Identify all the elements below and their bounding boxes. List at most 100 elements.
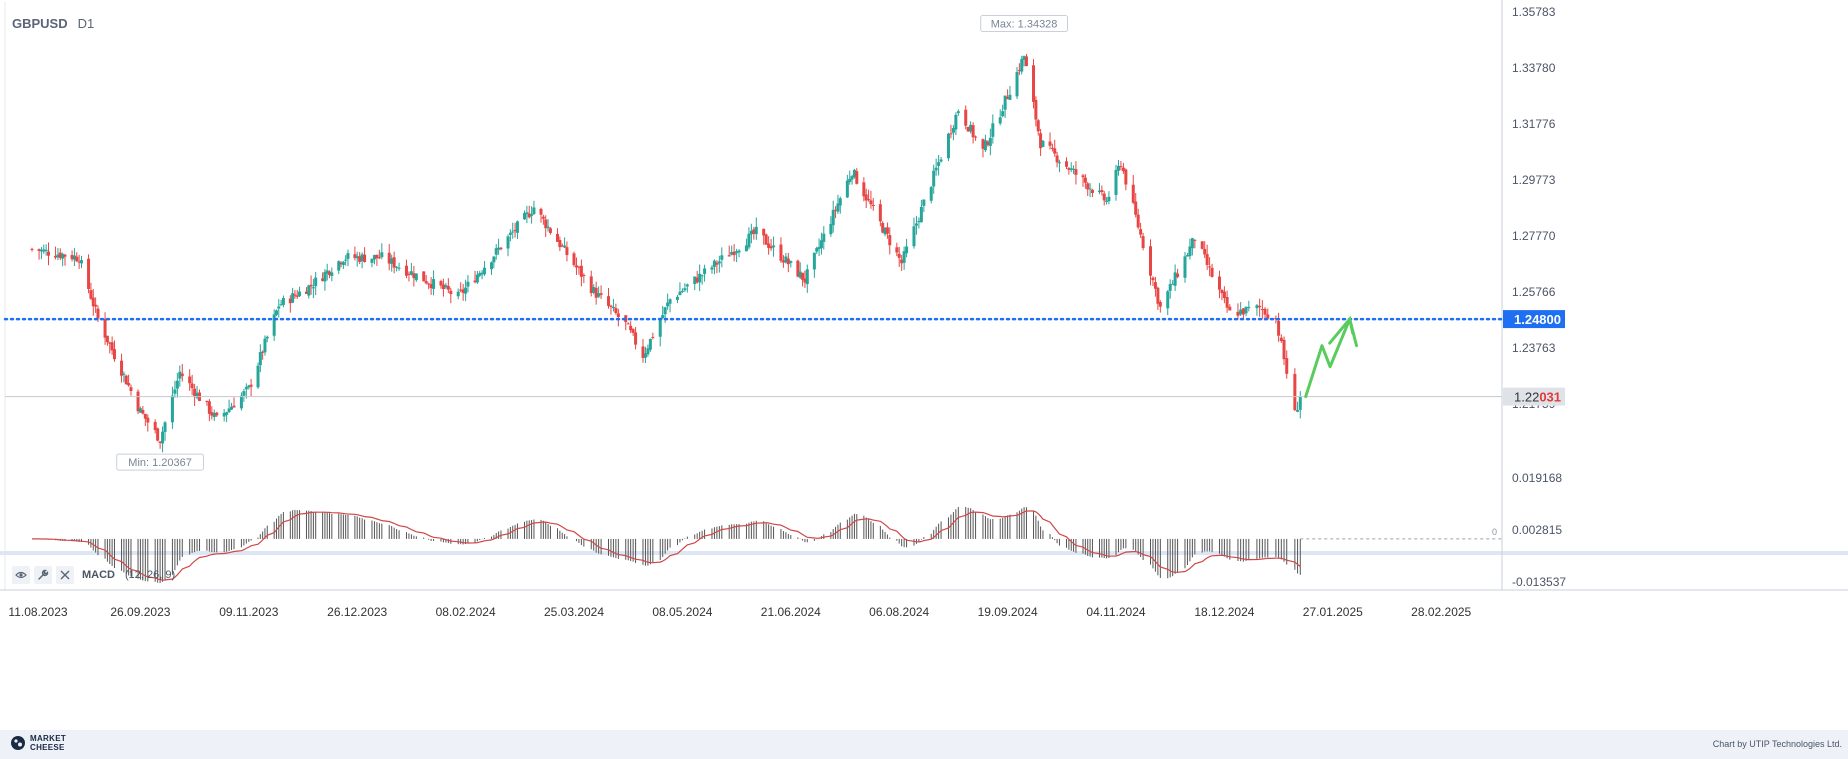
y-tick-label: 1.35783	[1512, 5, 1556, 19]
candle-body	[589, 276, 593, 294]
candle-body	[784, 256, 788, 263]
candle-body	[1015, 71, 1019, 97]
candle-body	[932, 170, 936, 187]
candle-body	[449, 290, 453, 295]
candle-body	[1024, 56, 1028, 67]
macd-header: MACD (12, 26, 9)	[12, 566, 175, 584]
candle-body	[70, 255, 74, 260]
candle-body	[265, 336, 269, 339]
candle-body	[715, 262, 719, 265]
candle-body	[494, 248, 498, 255]
candle-body	[614, 308, 618, 313]
y-tick-label: 1.31776	[1512, 117, 1556, 131]
candle-body	[499, 247, 503, 250]
candle-body	[878, 204, 882, 222]
candle-body	[466, 281, 470, 287]
candle-body	[295, 295, 299, 297]
candle-body	[146, 417, 150, 423]
wrench-icon[interactable]	[34, 566, 52, 584]
candle-body	[444, 285, 448, 288]
candle-body	[480, 272, 484, 275]
candle-body	[983, 140, 987, 151]
x-tick-label: 11.08.2023	[8, 605, 67, 619]
candle-body	[291, 293, 295, 303]
candle-body	[358, 256, 362, 262]
candle-body	[730, 251, 734, 255]
candle-body	[1124, 169, 1128, 185]
candle-body	[805, 269, 809, 285]
candle-body	[173, 389, 177, 394]
candle-body	[1083, 177, 1087, 183]
candle-body	[439, 281, 443, 286]
chart-background	[0, 0, 1848, 730]
candle-body	[341, 261, 345, 265]
candle-body	[46, 251, 50, 256]
candles-group	[30, 53, 1302, 453]
candle-body	[641, 346, 645, 358]
candle-body	[905, 246, 909, 254]
candle-body	[747, 233, 751, 248]
x-tick-label: 09.11.2023	[219, 605, 278, 619]
candle-body	[717, 261, 721, 264]
x-tick-label: 28.02.2025	[1411, 605, 1471, 619]
gbpusd-chart[interactable]: 1.35783 1.33780 1.31776 1.29773 1.27770 1.257…	[0, 0, 1848, 730]
candle-body	[511, 231, 515, 233]
eye-icon[interactable]	[12, 566, 30, 584]
candle-body	[1116, 165, 1120, 171]
candle-body	[1114, 169, 1118, 195]
candle-body	[346, 253, 350, 259]
candle-body	[634, 332, 638, 345]
candle-body	[1203, 248, 1207, 255]
candle-body	[661, 315, 665, 319]
candle-body	[277, 306, 281, 309]
candle-body	[1072, 168, 1076, 170]
candle-body	[1001, 111, 1005, 117]
candle-body	[789, 261, 793, 263]
candle-body	[230, 406, 234, 410]
min-annotation-box	[116, 453, 205, 471]
candle-body	[781, 260, 785, 263]
candle-body	[888, 235, 892, 246]
candle-body	[1222, 291, 1226, 299]
candle-body	[298, 291, 302, 297]
candle-body	[1003, 95, 1007, 110]
candle-body	[864, 194, 868, 201]
candle-body	[136, 391, 140, 412]
y-tick-label: 1.27770	[1512, 229, 1556, 243]
candle-body	[744, 245, 748, 252]
candle-body	[195, 392, 199, 398]
candle-body	[112, 349, 116, 360]
candle-body	[108, 342, 112, 344]
candle-body	[525, 212, 529, 214]
y-tick-label: 1.23763	[1512, 341, 1556, 355]
candle-body	[848, 178, 852, 182]
candle-body	[414, 273, 418, 281]
candle-body	[609, 305, 613, 307]
macd-signal-line	[32, 510, 1301, 581]
candle-body	[321, 278, 325, 281]
pane-separator	[0, 551, 1848, 555]
candle-body	[749, 230, 753, 235]
candle-body	[1239, 309, 1243, 315]
candle-body	[796, 260, 800, 277]
candle-body	[838, 198, 842, 206]
close-icon[interactable]	[56, 566, 74, 584]
candle-body	[314, 277, 318, 287]
candle-body	[862, 182, 866, 197]
candle-body	[582, 275, 586, 277]
candle-body	[1069, 168, 1073, 170]
candle-body	[822, 233, 826, 242]
candle-body	[812, 252, 816, 270]
candle-body	[110, 342, 114, 351]
candle-body	[1247, 307, 1251, 309]
candle-body	[232, 405, 236, 408]
candle-body	[1074, 169, 1078, 175]
candle-body	[124, 375, 128, 385]
candle-body	[103, 318, 107, 338]
candle-body	[459, 289, 463, 291]
credit-text: Chart by UTIP Technologies Ltd.	[1712, 739, 1842, 749]
candle-body	[530, 214, 534, 216]
candle-body	[1053, 148, 1057, 154]
candle-body	[986, 141, 990, 145]
candle-body	[1131, 184, 1135, 203]
